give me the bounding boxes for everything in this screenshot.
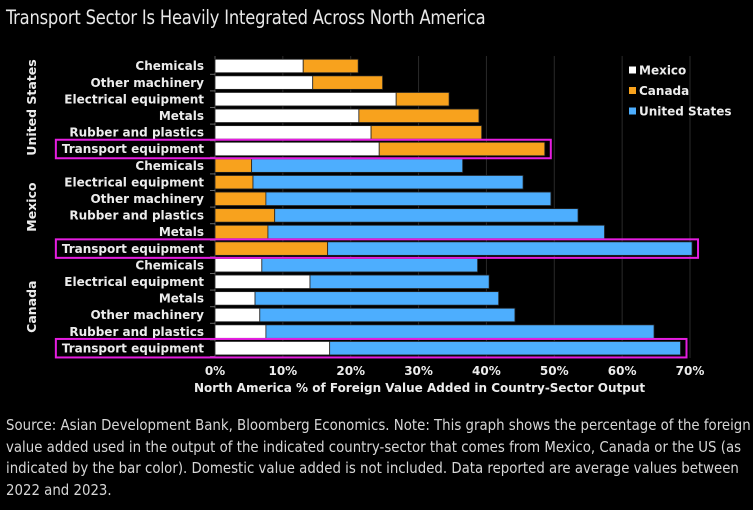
bar-segment-canada — [302, 58, 359, 74]
x-tick-label: 60% — [608, 364, 637, 378]
bar-segment-mexico — [214, 108, 360, 123]
bar-segment-canada — [395, 92, 450, 107]
category-label: Chemicals — [135, 59, 204, 73]
x-tick-label: 70% — [676, 364, 705, 378]
bars — [214, 58, 693, 356]
bar-segment-canada — [214, 241, 329, 256]
x-tick-labels: 0% 10% 20% 30% 40% 50% 60% 70% — [205, 364, 705, 378]
chart-title: Transport Sector Is Heavily Integrated A… — [6, 6, 486, 29]
category-labels: Chemicals Other machinery Electrical equip… — [62, 59, 215, 357]
bar-segment-united-states — [252, 175, 524, 190]
bar-segment-united-states — [274, 208, 579, 223]
bar-segment-canada — [312, 75, 384, 90]
bar-segment-mexico — [214, 92, 397, 107]
category-label: Rubber and plastics — [69, 325, 204, 339]
legend-swatch — [629, 87, 636, 94]
x-tick-label: 0% — [205, 364, 225, 378]
category-label: Transport equipment — [62, 142, 204, 156]
legend-label: Mexico — [639, 64, 686, 78]
legend: Mexico Canada United States — [629, 64, 732, 119]
bar-segment-united-states — [309, 274, 490, 289]
bar-segment-mexico — [214, 341, 331, 356]
bar-segment-united-states — [254, 291, 500, 306]
category-label: Electrical equipment — [64, 175, 204, 189]
category-label: Electrical equipment — [64, 92, 204, 106]
bar-segment-united-states — [259, 307, 516, 323]
category-label: Metals — [159, 109, 204, 123]
group-label: Canada — [24, 281, 39, 333]
category-label: Other machinery — [90, 76, 204, 90]
highlight-box — [54, 138, 552, 160]
bar-segment-mexico — [214, 75, 314, 90]
legend-swatch — [629, 66, 636, 74]
highlight-box — [54, 337, 688, 359]
bar-segment-canada — [358, 108, 480, 123]
bar-segment-united-states — [265, 191, 552, 206]
category-label: Chemicals — [135, 159, 204, 173]
x-tick-label: 30% — [404, 364, 433, 378]
x-tick-label: 40% — [472, 364, 501, 378]
legend-label: Canada — [639, 84, 689, 98]
bar-segment-canada — [378, 141, 546, 157]
bar-segment-canada — [214, 191, 267, 206]
highlight-box — [54, 238, 700, 259]
stacked-bar-chart: Chemicals Other machinery Electrical equip… — [24, 56, 732, 395]
x-tick-label: 20% — [336, 364, 365, 378]
category-label: Other machinery — [90, 308, 204, 322]
category-label: Transport equipment — [62, 341, 204, 355]
bar-segment-united-states — [261, 258, 479, 273]
bar-segment-mexico — [214, 58, 304, 74]
bar-segment-united-states — [267, 224, 605, 240]
category-label: Transport equipment — [62, 242, 204, 256]
bar-segment-canada — [214, 175, 254, 190]
bar-segment-mexico — [214, 324, 267, 339]
group-label: United States — [24, 59, 39, 155]
highlight-boxes — [54, 138, 700, 359]
bar-segment-canada — [214, 224, 269, 240]
x-tick-label: 10% — [268, 364, 297, 378]
group-labels: United States Mexico Canada — [24, 59, 39, 333]
bar-segment-mexico — [214, 125, 372, 140]
bar-segment-mexico — [214, 141, 380, 157]
bar-segment-canada — [214, 158, 253, 173]
category-label: Rubber and plastics — [69, 209, 204, 223]
category-label: Metals — [159, 292, 204, 306]
category-label: Electrical equipment — [64, 275, 204, 289]
bar-segment-united-states — [265, 324, 655, 339]
x-tick-label: 50% — [540, 364, 569, 378]
bar-segment-mexico — [214, 307, 261, 323]
bar-segment-united-states — [329, 341, 681, 356]
source-note: Source: Asian Development Bank, Bloomber… — [6, 416, 751, 499]
bar-segment-mexico — [214, 291, 256, 306]
legend-label: United States — [639, 105, 732, 119]
group-label: Mexico — [24, 182, 39, 232]
category-label: Chemicals — [135, 258, 204, 272]
category-label: Metals — [159, 225, 204, 239]
bar-segment-united-states — [327, 241, 693, 256]
legend-swatch — [629, 107, 636, 115]
bar-segment-canada — [214, 208, 276, 223]
bar-segment-united-states — [251, 158, 464, 173]
category-label: Rubber and plastics — [69, 126, 204, 140]
bar-segment-canada — [370, 125, 483, 140]
bar-segment-mexico — [214, 274, 311, 289]
category-label: Other machinery — [90, 192, 204, 206]
x-axis-title: North America % of Foreign Value Added i… — [194, 381, 645, 395]
bar-segment-mexico — [214, 258, 263, 273]
